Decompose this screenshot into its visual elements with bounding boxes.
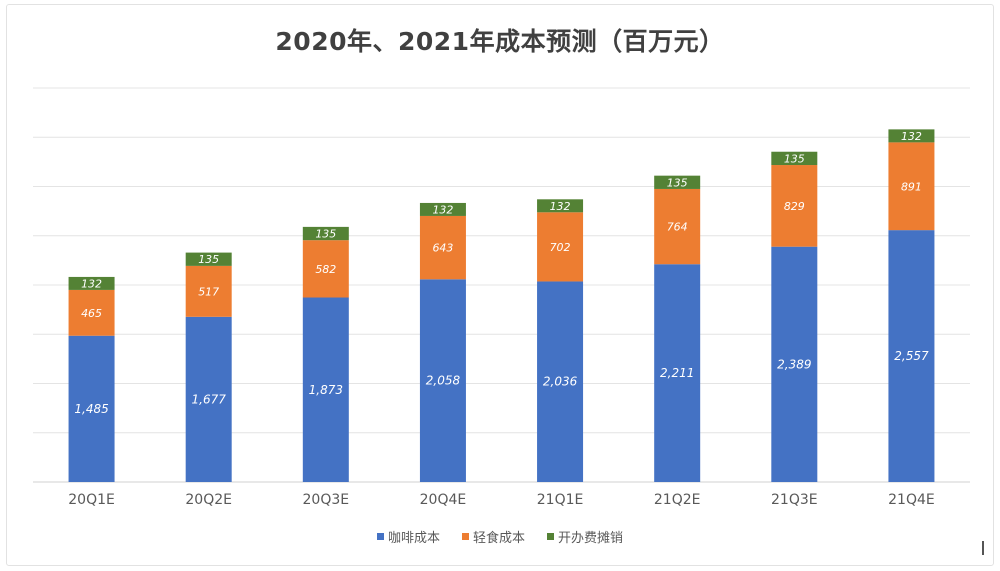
x-tick-label: 21Q3E [771,492,818,508]
data-label: 135 [315,228,336,241]
data-label: 135 [198,253,219,266]
bar-segment [537,199,584,213]
chart-legend: 咖啡成本 轻食成本 开办费摊销 [0,527,1000,546]
legend-label: 轻食成本 [472,531,525,546]
bar-segment [888,129,935,143]
chart-title: 2020年、2021年成本预测（百万元） [275,27,725,56]
bar-segment [302,226,349,241]
data-label: 135 [784,152,805,165]
legend-swatch [376,533,384,540]
legend-label: 咖啡成本 [387,531,440,546]
bar-segment [68,276,115,290]
data-label: 643 [432,242,453,255]
bar-segment [185,252,232,266]
data-label: 764 [667,221,688,234]
bar-segment [68,289,115,336]
corner-mark [982,541,992,555]
x-tick-label: 20Q1E [68,492,115,508]
data-label: 135 [667,176,688,189]
x-tick-label: 20Q3E [303,492,350,508]
bar-segment [302,297,349,482]
data-label: 582 [315,263,336,276]
x-tick-label: 21Q4E [888,492,935,508]
bar-segment [654,264,701,482]
data-label: 2,389 [777,357,811,371]
data-label: 132 [901,130,922,143]
data-label: 1,677 [192,392,227,406]
data-label: 702 [550,241,571,254]
legend-item: 轻食成本 [461,527,525,546]
bar-segment [654,175,701,189]
bar-segment [68,335,115,482]
data-label: 517 [198,285,219,298]
bar-segment [888,142,935,231]
bar-segment [771,151,818,166]
data-label: 2,036 [543,375,578,389]
bar-segment [771,246,818,482]
data-label: 2,058 [426,374,461,388]
data-label: 891 [901,180,922,193]
data-label: 1,873 [309,383,343,397]
bar-segment [654,188,701,265]
data-label: 829 [784,200,805,213]
legend-swatch [461,533,469,540]
x-tick-label: 20Q4E [420,492,467,508]
data-label: 132 [432,203,453,216]
data-label: 465 [81,307,102,320]
legend-label: 开办费摊销 [558,531,624,546]
bar-segment [537,281,584,482]
legend-item: 开办费摊销 [547,527,623,546]
legend-item: 咖啡成本 [376,527,440,546]
x-tick-label: 20Q2E [185,492,232,508]
bar-segment [419,202,466,216]
x-tick-label: 21Q1E [537,492,584,508]
data-label: 2,557 [894,349,929,363]
bar-segment [888,230,935,482]
bar-segment [419,215,466,280]
bar-segment [419,279,466,482]
x-tick-label: 21Q2E [654,492,701,508]
data-label: 2,211 [660,366,694,380]
bar-segment [185,316,232,482]
data-label: 1,485 [74,402,108,416]
bar-segment [185,265,232,317]
bar-segment [302,240,349,298]
data-label: 132 [81,277,102,290]
bar-segment [537,212,584,282]
legend-swatch [547,533,554,540]
data-label: 132 [550,200,571,213]
bar-segment [771,165,818,247]
